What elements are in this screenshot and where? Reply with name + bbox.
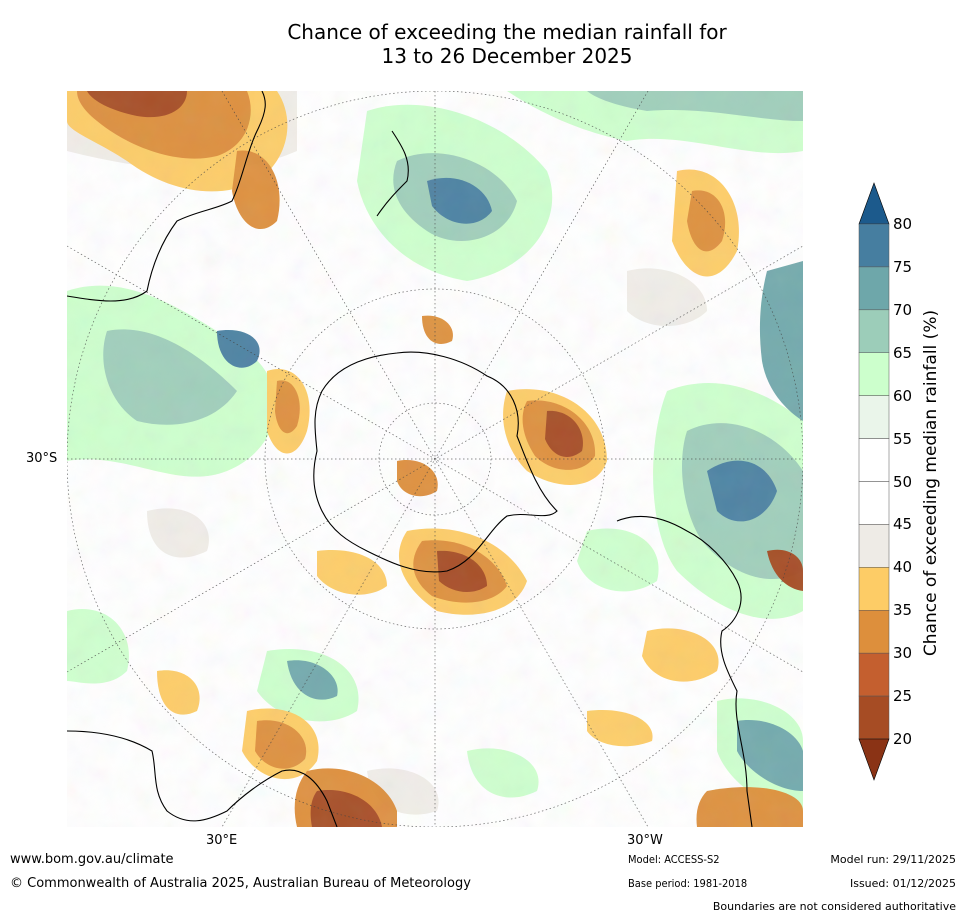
footer-base-period: Base period: 1981-2018 (628, 877, 748, 890)
colorbar-tick-label: 55 (893, 429, 913, 448)
colorbar-band (858, 481, 890, 525)
colorbar-tick-label: 80 (893, 215, 913, 233)
footer-issued: Issued: 01/12/2025 (849, 877, 956, 890)
lat-label-30s: 30°S (26, 451, 58, 466)
colorbar-bottom-arrow (858, 738, 890, 781)
colorbar-band (858, 610, 890, 654)
colorbar-tick-label: 30 (893, 644, 913, 663)
coastlines (67, 91, 753, 827)
africa-coast (67, 91, 266, 302)
footer-model: Model: ACCESS-S2 (628, 853, 720, 866)
map-canvas (67, 91, 803, 827)
colorbar-tick-label: 20 (893, 730, 913, 748)
colorbar-tick-label: 35 (893, 601, 913, 620)
colorbar-top-arrow (858, 182, 890, 225)
colorbar-band (858, 652, 890, 697)
colorbar-band (858, 567, 890, 611)
colorbar-title: Chance of exceeding median rainfall (%) (921, 309, 941, 657)
colorbar-band (858, 352, 890, 396)
colorbar-band (858, 223, 890, 268)
footer-website[interactable]: www.bom.gov.au/climate (10, 852, 174, 867)
colorbar-tick-label: 50 (893, 472, 913, 491)
colorbar-tick-label: 65 (893, 343, 913, 362)
chart-title: Chance of exceeding the median rainfall … (0, 20, 965, 68)
colorbar-tick-label: 45 (893, 515, 913, 534)
antarctica-coast (313, 351, 558, 573)
colorbar (858, 182, 890, 781)
colorbar-band (858, 395, 890, 439)
rainfall-map (67, 91, 803, 827)
colorbar-band (858, 524, 890, 568)
colorbar-tick-label: 40 (893, 558, 913, 577)
graticule (67, 91, 803, 827)
colorbar-band (858, 309, 890, 354)
south-america-coast (616, 515, 753, 827)
colorbar-tick-label: 75 (893, 257, 913, 276)
colorbar-bands (858, 223, 890, 740)
colorbar-tick-label: 25 (893, 687, 913, 706)
colorbar-tick-label: 70 (893, 300, 913, 319)
new-zealand-coast (376, 130, 409, 217)
footer-copyright: © Commonwealth of Australia 2025, Austra… (10, 876, 471, 891)
lon-label-30w: 30°W (627, 833, 663, 848)
australia-coast (67, 730, 338, 827)
footer-disclaimer: Boundaries are not considered authoritat… (712, 900, 956, 913)
title-line-2: 13 to 26 December 2025 (381, 44, 633, 68)
footer-model-run: Model run: 29/11/2025 (830, 853, 956, 866)
colorbar-band (858, 266, 890, 311)
lon-label-30e: 30°E (206, 833, 238, 848)
colorbar-band (858, 695, 890, 740)
colorbar-band (858, 438, 890, 482)
title-line-1: Chance of exceeding the median rainfall … (287, 20, 727, 44)
colorbar-tick-label: 60 (893, 386, 913, 405)
